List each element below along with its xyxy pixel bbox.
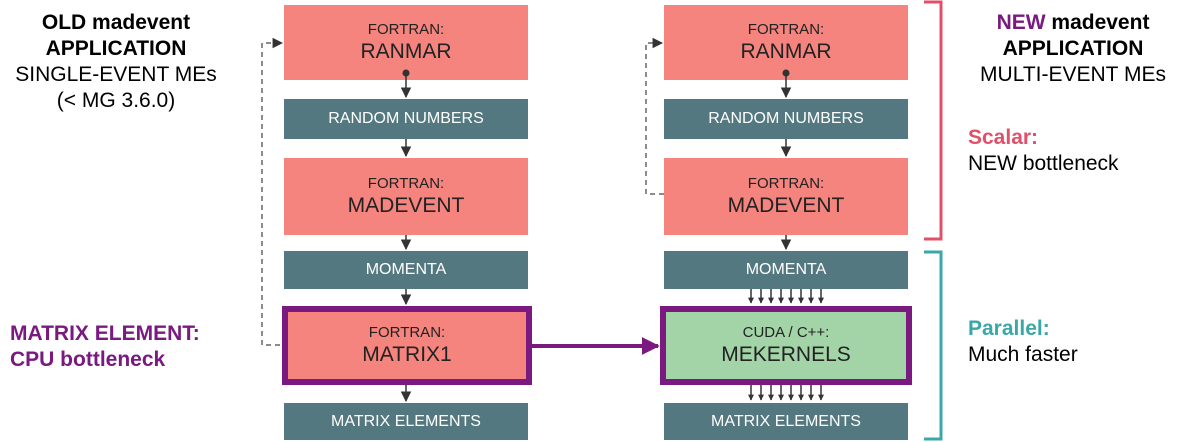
old-matrix1-prefix: FORTRAN:	[368, 323, 446, 341]
old-ranmar-prefix: FORTRAN:	[367, 20, 445, 38]
old-matrix-elements-box: MATRIX ELEMENTS	[284, 403, 528, 440]
old-app-subtitle-line1: SINGLE-EVENT MEs	[15, 63, 217, 86]
old-random-numbers-box: RANDOM NUMBERS	[284, 99, 528, 139]
new-app-title-rest: madevent	[1045, 11, 1150, 34]
new-ranmar-name: RANMAR	[740, 39, 832, 63]
parallel-text: Much faster	[968, 343, 1078, 366]
old-ranmar-name: RANMAR	[360, 39, 452, 63]
old-matrix1-name: MATRIX1	[362, 342, 452, 366]
scalar-bracket	[924, 0, 943, 241]
new-mekernels-box: CUDA / C++: MEKERNELS	[660, 306, 912, 385]
new-app-title: NEW madevent APPLICATION MULTI-EVENT MEs	[955, 10, 1191, 88]
parallel-label: Parallel: Much faster	[968, 316, 1078, 368]
new-madevent-name: MADEVENT	[727, 193, 845, 217]
new-app-subtitle: MULTI-EVENT MEs	[980, 63, 1166, 86]
old-app-title-line2: APPLICATION	[45, 37, 187, 60]
new-momenta-box: MOMENTA	[664, 251, 908, 289]
parallel-bracket	[924, 250, 943, 441]
scalar-text: NEW bottleneck	[968, 152, 1119, 175]
new-app-title-line2: APPLICATION	[1002, 37, 1144, 60]
old-app-title: OLD madevent APPLICATION SINGLE-EVENT ME…	[0, 10, 232, 114]
new-app-title-line1: NEW madevent	[955, 10, 1191, 36]
new-mekernels-prefix: CUDA / C++:	[742, 323, 830, 341]
new-momenta-label: MOMENTA	[745, 261, 827, 278]
old-madevent-prefix: FORTRAN:	[367, 174, 445, 192]
cpu-bottleneck-line2: CPU bottleneck	[10, 348, 166, 371]
cpu-bottleneck-line1: MATRIX ELEMENT:	[10, 322, 200, 345]
new-multi-arrows-mekernels-to-me	[748, 385, 824, 401]
old-matrix-elements-label: MATRIX ELEMENTS	[331, 412, 481, 430]
old-momenta-label: MOMENTA	[365, 261, 447, 278]
new-random-numbers-box: RANDOM NUMBERS	[664, 99, 908, 139]
old-dashed-feedback-loop	[261, 37, 284, 346]
new-matrix-elements-label: MATRIX ELEMENTS	[711, 412, 861, 430]
new-word: NEW	[996, 11, 1046, 34]
new-multi-arrows-momenta-to-mekernels	[748, 289, 824, 304]
cpu-bottleneck-label: MATRIX ELEMENT: CPU bottleneck	[10, 321, 200, 373]
new-madevent-box: FORTRAN: MADEVENT	[664, 158, 908, 235]
old-app-title-line1: OLD madevent	[41, 11, 191, 34]
new-ranmar-box: FORTRAN: RANMAR	[664, 5, 908, 80]
scalar-label: Scalar: NEW bottleneck	[968, 125, 1119, 177]
old-matrix1-box: FORTRAN: MATRIX1	[282, 306, 532, 385]
new-mekernels-name: MEKERNELS	[721, 342, 851, 366]
old-madevent-name: MADEVENT	[347, 193, 465, 217]
old-madevent-box: FORTRAN: MADEVENT	[284, 158, 528, 235]
new-matrix-elements-box: MATRIX ELEMENTS	[664, 403, 908, 440]
old-random-numbers-label: RANDOM NUMBERS	[328, 110, 484, 127]
old-momenta-box: MOMENTA	[284, 251, 528, 289]
new-ranmar-prefix: FORTRAN:	[747, 20, 825, 38]
new-madevent-prefix: FORTRAN:	[747, 174, 825, 192]
old-ranmar-box: FORTRAN: RANMAR	[284, 5, 528, 80]
new-random-numbers-label: RANDOM NUMBERS	[708, 110, 864, 127]
old-app-subtitle-line2: (< MG 3.6.0)	[56, 89, 176, 112]
new-dashed-feedback-loop	[645, 37, 664, 195]
scalar-heading: Scalar:	[968, 126, 1039, 149]
parallel-heading: Parallel:	[968, 317, 1050, 340]
